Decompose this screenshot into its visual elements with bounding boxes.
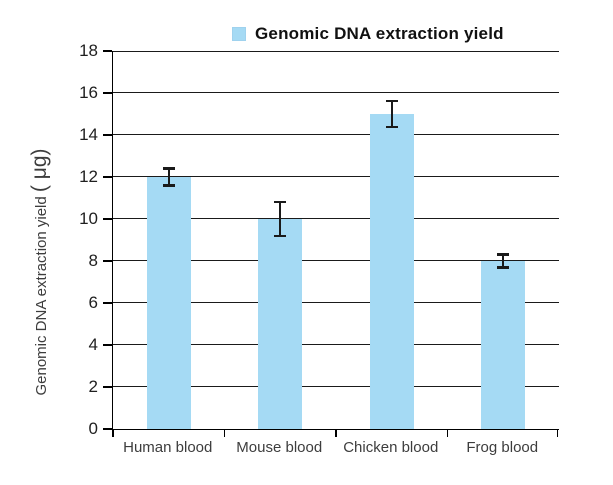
error-bar-human-blood [167,168,170,186]
y-tick-label: 8 [88,251,98,270]
error-bar-mouse-blood [279,202,282,236]
y-tick-label: 4 [88,335,98,354]
legend-label: Genomic DNA extraction yield [255,24,504,43]
y-axis-tick [103,134,112,136]
x-category-label-frog-blood: Frog blood [466,439,539,456]
y-axis-tick [103,428,112,430]
y-tick-label: 0 [88,419,98,438]
y-tick-label: 18 [79,41,98,60]
bar-mouse-blood [258,219,303,429]
y-axis-tick [103,302,112,304]
error-bar-cap-bottom-chicken-blood [385,125,398,129]
gridline [113,176,559,177]
error-bar-cap-bottom-human-blood [162,184,175,187]
y-axis-tick [103,92,112,94]
y-tick-label: 10 [79,209,98,228]
legend-swatch-icon [232,27,246,41]
y-tick-label: 2 [88,377,98,396]
error-bar-cap-top-frog-blood [497,253,510,256]
x-category-label-mouse-blood: Mouse blood [236,439,323,456]
plot-area [112,51,559,430]
bar-chicken-blood [369,114,414,429]
y-tick-label: 6 [88,293,98,312]
x-category-label-chicken-blood: Chicken blood [343,439,439,456]
y-axis-title-text: Genomic DNA extraction yield [33,192,50,396]
y-tick-label: 14 [79,125,98,144]
y-axis-title: Genomic DNA extraction yield ( μg) [28,148,52,395]
y-axis-tick [103,50,112,52]
y-axis-unit: ( μg) [28,148,51,193]
bar-frog-blood [481,261,526,429]
x-axis-tick [446,430,448,437]
error-bar-cap-bottom-frog-blood [497,266,510,269]
error-bar-cap-bottom-mouse-blood [274,234,287,238]
gridline [113,51,559,52]
gridline [113,218,559,219]
gridline [113,260,559,261]
error-bar-cap-top-mouse-blood [274,200,287,204]
y-tick-label: 12 [79,167,98,186]
bar-human-blood [146,177,191,429]
y-axis-tick [103,386,112,388]
error-bar-frog-blood [502,254,505,268]
chart-legend: Genomic DNA extraction yield [232,24,504,44]
y-tick-label: 16 [79,83,98,102]
x-axis-tick [335,430,337,437]
x-axis-tick [223,430,225,437]
x-axis-tick [112,430,114,437]
gridline [113,92,559,93]
gridline [113,344,559,345]
x-category-label-human-blood: Human blood [123,439,213,456]
y-axis-tick [103,344,112,346]
error-bar-cap-top-chicken-blood [385,99,398,103]
x-axis-tick [556,430,558,437]
error-bar-cap-top-human-blood [162,167,175,170]
gridline [113,302,559,303]
gridline [113,386,559,387]
y-axis-tick [103,176,112,178]
gridline [113,134,559,135]
y-axis-tick [103,260,112,262]
error-bar-chicken-blood [390,101,393,127]
y-axis-tick [103,218,112,220]
